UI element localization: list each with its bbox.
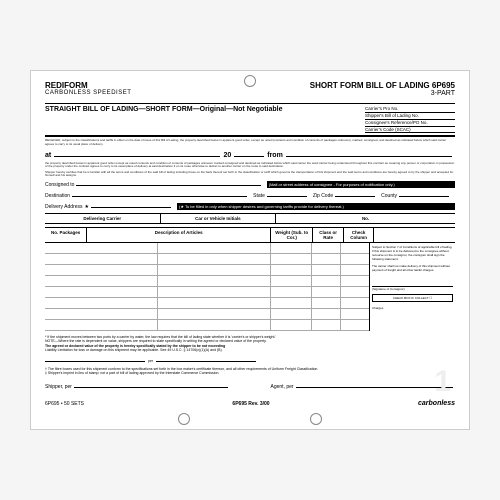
- table-row[interactable]: [45, 287, 369, 298]
- collect-checkbox[interactable]: CHECK BOX IF COLLECT ☐: [372, 294, 453, 302]
- table-row[interactable]: [45, 276, 369, 287]
- shipper-sig: Shipper, per: [45, 381, 230, 390]
- side-sig-label: (Signature of Consignor): [372, 287, 453, 291]
- col-carrier: Delivering Carrier: [45, 214, 161, 223]
- charges-label: Charges: [372, 306, 453, 310]
- ref-carrier-pro[interactable]: Carrier's Pro No.: [365, 106, 455, 113]
- punch-hole-bl: [178, 413, 190, 425]
- signature-row: Shipper, per Agent, per: [45, 381, 455, 390]
- ref-shipper-bol[interactable]: Shipper's Bill of Lading No.: [365, 113, 455, 120]
- agent-sig-line[interactable]: [296, 381, 453, 388]
- side-panel: Subject to Section 7 of Conditions of ap…: [369, 243, 455, 331]
- label-20: 20: [223, 152, 231, 159]
- label-county: County: [381, 193, 397, 199]
- part-count: 3-PART: [310, 90, 455, 97]
- table-row[interactable]: [45, 320, 369, 331]
- footer: 6P695 • 50 SETS 6P695 Rev. 3/00 carbonle…: [45, 400, 455, 407]
- carrier-header: Delivering Carrier Car or Vehicle Initia…: [45, 213, 455, 224]
- table-row[interactable]: [45, 265, 369, 276]
- note-6: ‡ Shipper's imprint in lieu of stamp; no…: [45, 371, 455, 375]
- at-field[interactable]: [54, 149, 220, 157]
- col-weight: Weight (Sub. to Cor.): [271, 228, 313, 242]
- ref-consignee-po[interactable]: Consignee's Reference/PO No.: [365, 120, 455, 127]
- dest-field[interactable]: [72, 190, 247, 197]
- items-table: Subject to Section 7 of Conditions of ap…: [45, 243, 455, 331]
- table-row[interactable]: [45, 309, 369, 320]
- label-at: at: [45, 152, 51, 159]
- col-desc: Description of Articles: [87, 228, 271, 242]
- label-from: from: [267, 152, 283, 159]
- fine-print-3: Shipper hereby certifies that he is fami…: [45, 171, 455, 178]
- label-dest: Destination: [45, 193, 70, 199]
- main-title: STRAIGHT BILL OF LADING—SHORT FORM—Origi…: [45, 106, 282, 133]
- items-header: No. Packages Description of Articles Wei…: [45, 227, 455, 243]
- label-zip: Zip Code: [313, 193, 333, 199]
- value-field[interactable]: [45, 356, 145, 362]
- per-field[interactable]: [156, 356, 256, 362]
- fine-print-2: the property described below in apparent…: [45, 162, 455, 169]
- reference-block: Carrier's Pro No. Shipper's Bill of Ladi…: [365, 106, 455, 133]
- star-icon: ★: [85, 204, 89, 210]
- side-text-2: The carrier shall not make delivery of t…: [372, 264, 453, 272]
- shipper-label: Shipper, per: [45, 384, 72, 390]
- agent-label: Agent, per: [271, 384, 294, 390]
- county-field[interactable]: [399, 190, 449, 197]
- table-row[interactable]: [45, 298, 369, 309]
- per-label: per: [148, 359, 153, 363]
- table-row[interactable]: [45, 254, 369, 265]
- page-watermark: 1: [434, 365, 451, 399]
- shipper-sig-line[interactable]: [74, 381, 228, 388]
- zip-field[interactable]: [335, 190, 375, 197]
- col-no: No.: [276, 214, 455, 223]
- col-pkgs: No. Packages: [45, 228, 87, 242]
- row-delivery: Delivery Address ★ (★ To be filled in on…: [45, 201, 455, 210]
- from-field[interactable]: [286, 149, 452, 157]
- side-text-1: Subject to Section 7 of Conditions of ap…: [372, 245, 453, 261]
- footer-rev: 6P695 Rev. 3/00: [232, 401, 269, 407]
- carbonless-label: carbonless: [418, 400, 455, 407]
- at-from-line: at 20 from: [45, 149, 455, 159]
- table-row[interactable]: [45, 243, 369, 254]
- star-note: (★ To be filled in only when shipper des…: [177, 203, 455, 210]
- col-class: Class or Rate: [313, 228, 344, 242]
- state-field[interactable]: [267, 190, 307, 197]
- punch-hole-br: [310, 413, 322, 425]
- footer-code: 6P695 • 50 SETS: [45, 401, 84, 407]
- brand: REDIFORM: [45, 81, 131, 90]
- items-rows: [45, 243, 369, 331]
- document-title: SHORT FORM BILL OF LADING 6P695: [310, 81, 455, 90]
- fine-print-received: RECEIVED, subject to the classifications…: [45, 139, 455, 146]
- mail-note: (Mail or street address of consignee - F…: [267, 181, 455, 188]
- label-consigned: Consigned to: [45, 182, 74, 188]
- bill-of-lading-form: 1 REDIFORM CARBONLESS SPEEDISET SHORT FO…: [30, 70, 470, 430]
- col-check: Check Column: [344, 228, 375, 242]
- deliv-field[interactable]: [91, 201, 171, 208]
- col-side: [374, 228, 455, 242]
- col-vehicle: Car or Vehicle Initials: [161, 214, 277, 223]
- ref-scac[interactable]: Carrier's Code (SCAC): [365, 127, 455, 134]
- note-4: Liability Limitation for loss or damage …: [45, 348, 455, 352]
- label-deliv: Delivery Address: [45, 204, 83, 210]
- row-consigned: Consigned to (Mail or street address of …: [45, 179, 455, 188]
- year-field[interactable]: [234, 149, 264, 157]
- consignor-sig-line[interactable]: [372, 280, 453, 287]
- subbrand: CARBONLESS SPEEDISET: [45, 90, 131, 96]
- notes-block: * If the shipment moves between two port…: [45, 335, 455, 375]
- row-destination: Destination State Zip Code County: [45, 190, 455, 199]
- label-state: State: [253, 193, 265, 199]
- main-title-bar: STRAIGHT BILL OF LADING—SHORT FORM—Origi…: [45, 103, 455, 137]
- agent-sig: Agent, per: [271, 381, 456, 390]
- punch-hole-top: [244, 75, 256, 87]
- consigned-field[interactable]: [76, 179, 260, 186]
